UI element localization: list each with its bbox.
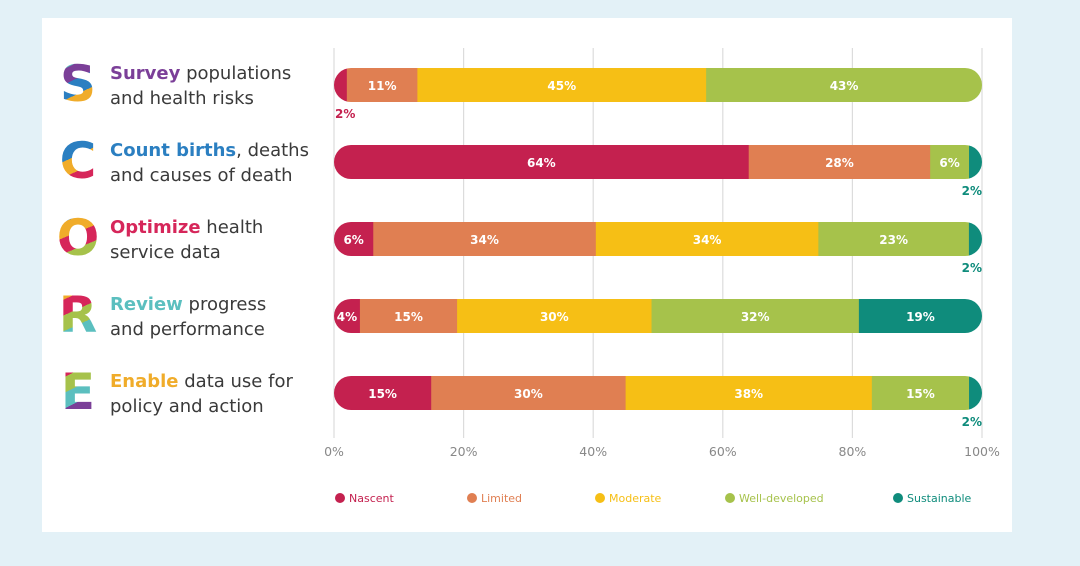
data-label: 30% xyxy=(540,310,569,324)
category-label-line2: and causes of death xyxy=(110,165,293,186)
legend-item-limited: Limited xyxy=(467,492,522,505)
data-label: 28% xyxy=(825,156,854,170)
data-label: 43% xyxy=(830,79,859,93)
category-label-line2: and performance xyxy=(110,319,265,340)
legend-swatch xyxy=(725,493,735,503)
data-label-outside: 2% xyxy=(962,415,982,429)
data-label: 15% xyxy=(906,387,935,401)
bar-row-e xyxy=(334,376,982,410)
score-letter-s-icon: S xyxy=(60,55,96,113)
category-label-rest: data use for xyxy=(179,371,294,392)
data-label: 38% xyxy=(734,387,763,401)
bar-segment-limited xyxy=(359,299,458,333)
legend-label: Limited xyxy=(481,492,522,505)
bar-segment-sustainable xyxy=(969,145,982,179)
category-label-rest: progress xyxy=(183,294,266,315)
data-label: 34% xyxy=(693,233,722,247)
bar-segment-nascent xyxy=(334,145,750,179)
data-label: 19% xyxy=(906,310,935,324)
category-label: Survey populations xyxy=(110,63,291,84)
data-label: 45% xyxy=(547,79,576,93)
chart-card: 0% 20% 40% 60% 80% 100% S Survey populations and… xyxy=(42,18,1012,532)
category-label-rest: health xyxy=(201,217,264,238)
legend-label: Well-developed xyxy=(739,492,824,505)
bar-segment-sustainable xyxy=(858,299,982,333)
bar-segment-nascent xyxy=(334,68,348,102)
category-label-line2: service data xyxy=(110,242,221,263)
data-label: 15% xyxy=(394,310,423,324)
data-label: 6% xyxy=(343,233,363,247)
bar-segment-well-developed xyxy=(871,376,970,410)
data-label-outside: 2% xyxy=(962,184,982,198)
x-tick-label: 0% xyxy=(324,444,344,459)
data-label: 15% xyxy=(368,387,397,401)
data-label: 34% xyxy=(470,233,499,247)
category-label-line2: policy and action xyxy=(110,396,264,417)
score-letter-c-icon: C xyxy=(60,132,97,190)
score-letter-e-icon: E xyxy=(61,363,95,421)
bar-row-s xyxy=(334,68,982,102)
legend-item-nascent: Nascent xyxy=(335,492,394,505)
category-label-rest: populations xyxy=(180,63,291,84)
bar-segment-well-developed xyxy=(930,145,970,179)
category-label: Enable data use for xyxy=(110,371,293,392)
x-tick-label: 20% xyxy=(450,444,478,459)
bar-segment-moderate xyxy=(595,222,819,256)
data-label: 6% xyxy=(939,156,959,170)
legend-swatch xyxy=(467,493,477,503)
score-letter-o-icon: O xyxy=(57,209,100,267)
bar-row-r xyxy=(334,299,982,333)
legend-label: Moderate xyxy=(609,492,662,505)
x-tick-label: 40% xyxy=(579,444,607,459)
score-letter-r-icon: R xyxy=(59,286,98,344)
bar-segment-well-developed xyxy=(706,68,982,102)
data-label: 23% xyxy=(879,233,908,247)
x-tick-label: 60% xyxy=(709,444,737,459)
category-keyword: Optimize xyxy=(110,217,201,238)
legend-swatch xyxy=(893,493,903,503)
category-label: Count births, deaths xyxy=(110,140,309,161)
bar-segment-moderate xyxy=(457,299,653,333)
bar-segment-well-developed xyxy=(651,299,860,333)
legend-item-well-developed: Well-developed xyxy=(725,492,824,505)
bar-segment-nascent xyxy=(334,222,374,256)
category-keyword: Enable xyxy=(110,371,179,392)
bar-segment-nascent xyxy=(334,376,432,410)
category-label: Review progress xyxy=(110,294,266,315)
category-label-line2: and health risks xyxy=(110,88,254,109)
stacked-bar-chart: 0% 20% 40% 60% 80% 100% S Survey populations and… xyxy=(57,48,1000,505)
bar-segment-limited xyxy=(373,222,597,256)
bar-segment-sustainable xyxy=(969,376,982,410)
legend-label: Sustainable xyxy=(907,492,972,505)
category-label-rest: , deaths xyxy=(236,140,309,161)
x-tick-label: 100% xyxy=(964,444,1000,459)
data-label-outside: 2% xyxy=(335,107,355,121)
legend-item-sustainable: Sustainable xyxy=(893,492,972,505)
data-label: 64% xyxy=(527,156,556,170)
legend-swatch xyxy=(595,493,605,503)
bar-segment-moderate xyxy=(625,376,873,410)
legend-swatch xyxy=(335,493,345,503)
x-tick-label: 80% xyxy=(839,444,867,459)
legend-item-moderate: Moderate xyxy=(595,492,662,505)
category-label: Optimize health xyxy=(110,217,263,238)
data-label: 32% xyxy=(741,310,770,324)
data-label: 11% xyxy=(368,79,397,93)
category-keyword: Review xyxy=(110,294,183,315)
bar-segment-limited xyxy=(748,145,931,179)
category-keyword: Count births xyxy=(110,140,236,161)
bar-row-o xyxy=(334,222,982,256)
bar-segment-limited xyxy=(346,68,418,102)
bar-segment-nascent xyxy=(334,299,361,333)
bar-segment-sustainable xyxy=(968,222,982,256)
bar-segment-moderate xyxy=(417,68,707,102)
data-label: 30% xyxy=(514,387,543,401)
bar-segment-well-developed xyxy=(818,222,970,256)
bar-row-c xyxy=(334,145,982,179)
data-label: 4% xyxy=(337,310,357,324)
bar-segment-limited xyxy=(431,376,627,410)
category-keyword: Survey xyxy=(110,63,181,84)
data-label-outside: 2% xyxy=(962,261,982,275)
legend-label: Nascent xyxy=(349,492,394,505)
